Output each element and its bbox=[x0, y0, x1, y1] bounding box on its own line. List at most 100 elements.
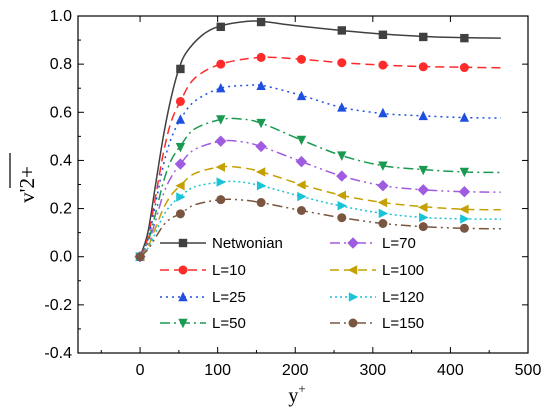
data-point bbox=[378, 60, 388, 70]
series-l-120 bbox=[135, 177, 501, 262]
legend-label: L=10 bbox=[212, 262, 246, 279]
x-axis-title-main: y bbox=[288, 385, 298, 407]
data-point bbox=[295, 155, 308, 168]
data-point bbox=[216, 177, 226, 187]
data-point bbox=[337, 102, 347, 112]
y-axis-title: v'2+ bbox=[15, 166, 39, 203]
data-point bbox=[296, 180, 306, 190]
data-point bbox=[418, 110, 428, 121]
data-point bbox=[378, 107, 388, 118]
data-point bbox=[460, 33, 469, 43]
data-point bbox=[256, 80, 266, 91]
data-point bbox=[176, 64, 185, 74]
series-l-150 bbox=[135, 195, 501, 262]
series-line bbox=[139, 139, 501, 258]
data-point bbox=[378, 218, 388, 228]
data-point bbox=[176, 192, 186, 202]
data-point bbox=[215, 162, 225, 172]
data-point bbox=[418, 165, 428, 176]
data-point bbox=[459, 223, 469, 233]
data-point bbox=[337, 26, 346, 35]
data-point bbox=[377, 180, 389, 192]
legend: Netwonian L=10 L=25 L=50 L=70 L=100 L=120 L=150 bbox=[160, 235, 424, 332]
data-point bbox=[216, 115, 226, 125]
legend-item: L=120 bbox=[330, 289, 424, 306]
data-point bbox=[255, 140, 267, 153]
data-point bbox=[378, 208, 389, 219]
data-point bbox=[419, 32, 428, 42]
legend-marker bbox=[178, 291, 188, 302]
data-point bbox=[216, 22, 225, 32]
series-netwonian bbox=[135, 17, 501, 261]
data-point bbox=[215, 135, 227, 147]
legend-marker bbox=[178, 318, 188, 329]
legend-item: L=25 bbox=[160, 289, 246, 306]
data-point bbox=[175, 142, 186, 153]
x-tick-label: 200 bbox=[282, 362, 309, 379]
series-line bbox=[139, 117, 501, 258]
legend-item: L=50 bbox=[160, 315, 246, 332]
data-point bbox=[459, 204, 469, 214]
data-point bbox=[256, 198, 266, 208]
y-tick-label: -0.2 bbox=[44, 297, 72, 314]
y-tick-label: 0.0 bbox=[50, 249, 72, 266]
y-tick-label: 1.0 bbox=[50, 8, 72, 25]
data-point bbox=[296, 54, 306, 64]
data-point bbox=[216, 195, 226, 205]
data-point bbox=[175, 114, 186, 124]
legend-label: L=150 bbox=[382, 315, 424, 332]
data-point bbox=[216, 83, 226, 93]
series-line bbox=[139, 198, 501, 258]
series-line bbox=[139, 84, 501, 258]
legend-label: L=100 bbox=[382, 262, 424, 279]
y-tick-label: 0.6 bbox=[50, 104, 72, 121]
series-line bbox=[139, 165, 501, 258]
data-point bbox=[296, 90, 307, 101]
legend-item: L=70 bbox=[330, 235, 416, 252]
legend-item: Netwonian bbox=[160, 235, 283, 252]
x-tick-label: 100 bbox=[204, 362, 231, 379]
data-point bbox=[296, 205, 306, 215]
data-point bbox=[337, 151, 347, 161]
data-point bbox=[135, 252, 145, 262]
series-l-100 bbox=[134, 162, 501, 262]
x-tick-label: 0 bbox=[136, 362, 145, 379]
series-line bbox=[139, 56, 501, 258]
y-tick-label: 0.2 bbox=[50, 201, 72, 218]
data-point bbox=[336, 190, 346, 201]
data-point bbox=[256, 118, 266, 129]
data-point bbox=[418, 222, 428, 232]
data-point bbox=[378, 161, 388, 171]
series-line bbox=[139, 180, 501, 258]
data-point bbox=[337, 200, 347, 211]
series-l-70 bbox=[134, 135, 501, 263]
legend-item: L=100 bbox=[330, 262, 424, 279]
data-point bbox=[255, 167, 266, 177]
y-tick-label: 0.4 bbox=[50, 152, 72, 169]
legend-label: L=120 bbox=[382, 289, 424, 306]
legend-label: L=50 bbox=[212, 315, 246, 332]
data-point bbox=[175, 96, 185, 106]
legend-marker bbox=[347, 237, 359, 249]
data-point bbox=[256, 52, 266, 62]
series-l-10 bbox=[135, 52, 501, 262]
data-point bbox=[337, 58, 347, 68]
legend-label: L=25 bbox=[212, 289, 246, 306]
legend-label: Netwonian bbox=[212, 235, 283, 252]
data-point bbox=[458, 186, 471, 198]
data-point bbox=[378, 30, 388, 39]
data-point bbox=[417, 184, 429, 196]
legend-marker bbox=[348, 318, 358, 328]
data-point bbox=[418, 62, 428, 72]
series-line bbox=[139, 20, 501, 257]
data-point bbox=[336, 170, 348, 182]
data-point bbox=[377, 197, 388, 208]
data-point bbox=[175, 181, 185, 191]
data-point bbox=[419, 212, 429, 223]
x-axis-title: y+ bbox=[288, 381, 305, 407]
data-point bbox=[256, 17, 266, 27]
x-axis-title-sup: + bbox=[298, 381, 305, 396]
legend-item: L=150 bbox=[330, 315, 424, 332]
